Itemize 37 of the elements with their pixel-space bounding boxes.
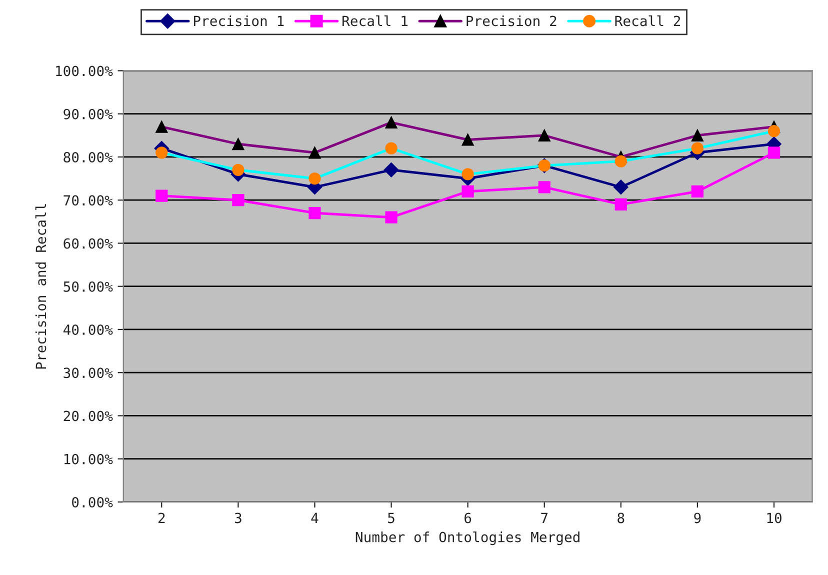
x-tick-label: 7 <box>541 512 548 524</box>
point <box>308 206 321 220</box>
x-tick-label: 5 <box>388 512 394 524</box>
y-tick-label: 0.00% <box>72 496 113 508</box>
y-tick-label: 70.00% <box>64 195 113 206</box>
legend-label: Recall 1 <box>342 15 408 26</box>
y-tick-label: 90.00% <box>64 108 113 120</box>
point <box>614 180 628 195</box>
legend-label: Precision 2 <box>466 15 556 26</box>
point <box>538 181 550 194</box>
x-tick-label: 4 <box>311 512 318 524</box>
legend-label: Recall 2 <box>615 15 680 26</box>
legend-label: Precision 1 <box>194 15 284 26</box>
x-axis-title: Number of Ontologies Merged <box>356 531 580 546</box>
x-tick-label: 3 <box>234 512 242 524</box>
y-tick-label: 60.00% <box>64 238 113 249</box>
point <box>462 185 474 198</box>
y-tick-label: 10.00% <box>64 454 113 464</box>
point <box>385 211 398 224</box>
y-tick-label: 40.00% <box>63 324 113 335</box>
point <box>691 185 704 198</box>
y-tick-label: 80.00% <box>64 152 113 162</box>
point <box>614 198 627 210</box>
x-tick-label: 8 <box>618 512 624 524</box>
y-tick-label: 20.00% <box>64 410 113 422</box>
point <box>768 146 780 159</box>
x-tick-label: 6 <box>464 512 472 524</box>
point <box>384 162 399 178</box>
point <box>156 190 168 202</box>
y-axis-title: Precision and Recall <box>35 204 46 369</box>
x-tick-label: 2 <box>158 512 165 524</box>
y-tick-label: 100.00% <box>56 66 113 76</box>
point <box>232 194 244 206</box>
x-tick-label: 9 <box>694 512 701 524</box>
y-tick-label: 50.00% <box>64 281 113 292</box>
x-tick-label: 10 <box>767 512 782 524</box>
y-tick-label: 30.00% <box>64 368 113 378</box>
